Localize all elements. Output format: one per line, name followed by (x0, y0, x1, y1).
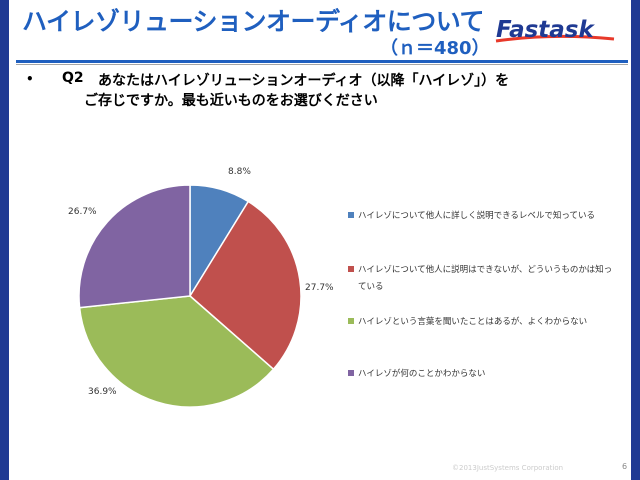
legend-swatch (348, 370, 354, 376)
legend-label: ハイレゾが何のことかわからない (358, 369, 486, 379)
pie-slice-3 (78, 295, 275, 408)
legend-label: ハイレゾについて他人に説明はできないが、どういうものかは知っている (358, 265, 613, 292)
legend-swatch (348, 212, 354, 218)
question-bullet: • (26, 72, 34, 86)
data-label-2: 27.7% (305, 283, 334, 293)
pie-data-labels: 8.8% 27.7% 36.9% 26.7% (68, 167, 334, 397)
logo-swoosh (495, 34, 615, 43)
question-text-line-2: ご存じですか。最も近いものをお選びください (84, 93, 378, 109)
legend-swatch (348, 318, 354, 324)
page-title: ハイレゾリューションオーディオについて (22, 7, 485, 36)
header-rule-shadow (16, 64, 628, 65)
legend-label: ハイレゾという言葉を聞いたことはあるが、よくわからない (358, 317, 588, 327)
legend-swatch (348, 266, 354, 272)
legend-label: ハイレゾについて他人に詳しく説明できるレベルで知っている (358, 211, 595, 221)
page-number: 6 (622, 462, 628, 471)
data-label-3: 36.9% (88, 387, 117, 397)
fastask-logo: Fastask (495, 17, 615, 43)
right-accent-bar (631, 0, 640, 480)
pie-slice-2 (189, 200, 302, 371)
left-accent-bar (0, 0, 9, 480)
question-text-line-1: あなたはハイレゾリューションオーディオ（以降「ハイレゾ」）を (98, 73, 510, 89)
question-number: Q2 (62, 70, 84, 86)
pie-slice-4 (78, 184, 191, 309)
data-label-4: 26.7% (68, 207, 97, 217)
logo-text: Fastask (496, 17, 595, 43)
sample-size: （ｎ＝480） (380, 38, 490, 59)
data-label-1: 8.8% (228, 167, 251, 177)
pie-slices (78, 184, 302, 408)
header-rule (16, 60, 628, 63)
copyright: ©2013JustSystems Corporation (452, 464, 564, 472)
